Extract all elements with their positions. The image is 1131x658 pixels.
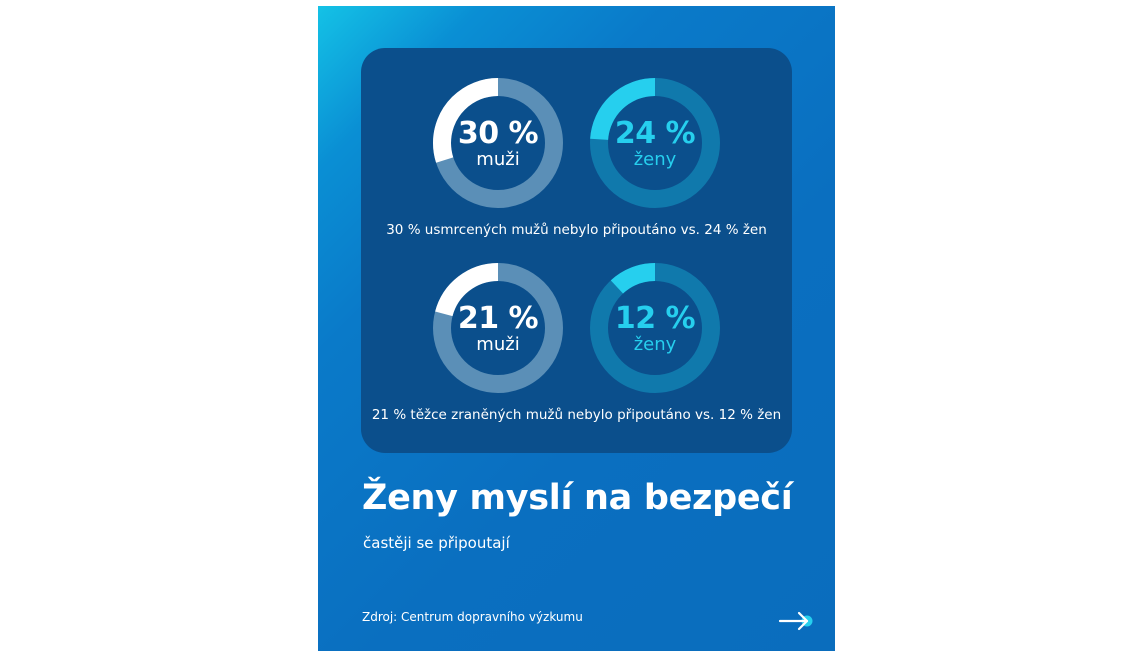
donut-label-women-injured: 12 % ženy [590, 303, 720, 355]
donut-percent: 24 % [614, 116, 696, 151]
caption-killed: 30 % usmrcených mužů nebylo připoutáno v… [386, 222, 767, 238]
donut-fill [590, 263, 720, 393]
stats-panel: 30 % muži 24 % ženy 30 % usmrcených mužů… [361, 48, 792, 453]
donut-chart-women-killed [590, 78, 720, 208]
donut-chart-men-injured [433, 263, 563, 393]
donut-percent: 12 % [614, 301, 696, 336]
source-note: Zdroj: Centrum dopravního výzkumu [362, 610, 583, 624]
page-title: Ženy myslí na bezpečí [362, 478, 793, 518]
arrow-head [797, 611, 809, 631]
donut-label-women-killed: 24 % ženy [590, 118, 720, 170]
donut-category: muži [476, 149, 520, 170]
donut-percent: 30 % [457, 116, 539, 151]
arrow-right-icon[interactable] [778, 609, 818, 633]
donut-fill [433, 78, 563, 208]
donut-category: muži [476, 334, 520, 355]
donut-label-men-killed: 30 % muži [433, 118, 563, 170]
donut-label-men-injured: 21 % muži [433, 303, 563, 355]
donut-fill [590, 78, 720, 208]
infographic-card: 30 % muži 24 % ženy 30 % usmrcených mužů… [318, 6, 835, 651]
page-subtitle: častěji se připoutají [363, 534, 510, 552]
donut-percent: 21 % [457, 301, 539, 336]
donut-fill [433, 263, 563, 393]
donut-chart-men-killed [433, 78, 563, 208]
donut-chart-women-injured [590, 263, 720, 393]
donut-category: ženy [633, 149, 677, 170]
caption-injured: 21 % těžce zraněných mužů nebylo připout… [371, 407, 782, 423]
donut-category: ženy [633, 334, 677, 355]
